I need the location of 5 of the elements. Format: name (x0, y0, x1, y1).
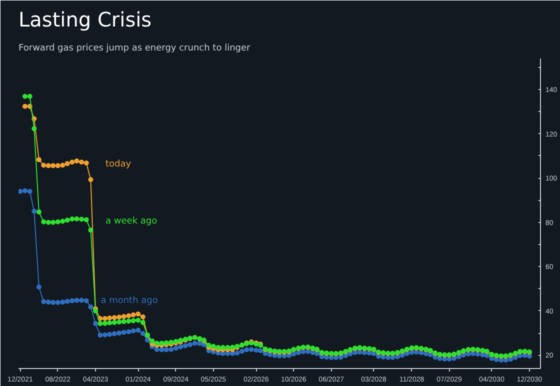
series-label: a week ago (106, 216, 158, 226)
series-label: today (106, 160, 132, 170)
series-label: a month ago (100, 296, 158, 306)
chart-subtitle: Forward gas prices jump as energy crunch to linger (18, 44, 251, 54)
chart-title: Lasting Crisis (18, 8, 152, 32)
